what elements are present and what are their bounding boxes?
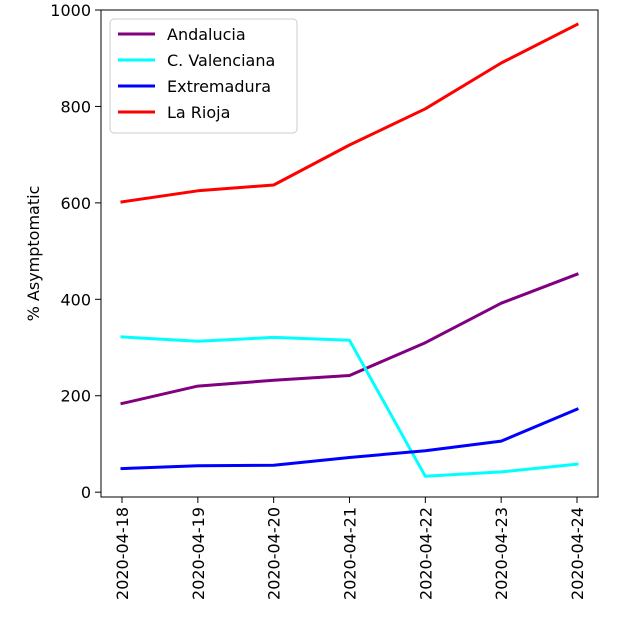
x-tick-label: 2020-04-18 [113, 507, 132, 600]
y-axis-label: % Asymptomatic [24, 186, 43, 322]
y-tick-label: 200 [60, 387, 91, 406]
legend-box [109, 18, 298, 134]
x-tick-label: 2020-04-21 [341, 507, 360, 600]
x-tick-label: 2020-04-23 [492, 507, 511, 600]
series-line-c-valenciana [120, 335, 579, 478]
legend-label: C. Valenciana [167, 51, 275, 70]
legend: Andalucia C. Valenciana Extremadura La Rioj… [109, 18, 298, 134]
y-tick-label: 1000 [50, 1, 91, 20]
x-tick-label: 2020-04-20 [265, 507, 284, 600]
legend-label: La Rioja [167, 103, 230, 122]
x-tick-label: 2020-04-22 [416, 507, 435, 600]
y-tick-label: 800 [60, 97, 91, 116]
y-axis-ticks: 0 200 400 600 800 1000 [50, 1, 101, 502]
legend-label: Andalucia [167, 25, 246, 44]
y-tick-label: 0 [81, 483, 91, 502]
x-tick-label: 2020-04-19 [189, 507, 208, 600]
x-tick-label: 2020-04-24 [568, 507, 587, 600]
series-line-andalucia [120, 272, 579, 406]
legend-label: Extremadura [167, 77, 271, 96]
x-axis-ticks: 2020-04-18 2020-04-19 2020-04-20 2020-04-21… [113, 497, 587, 600]
series-line-extremadura [120, 407, 579, 471]
series-line-la-rioja [120, 22, 580, 204]
y-tick-label: 600 [60, 194, 91, 213]
y-tick-label: 400 [60, 290, 91, 309]
